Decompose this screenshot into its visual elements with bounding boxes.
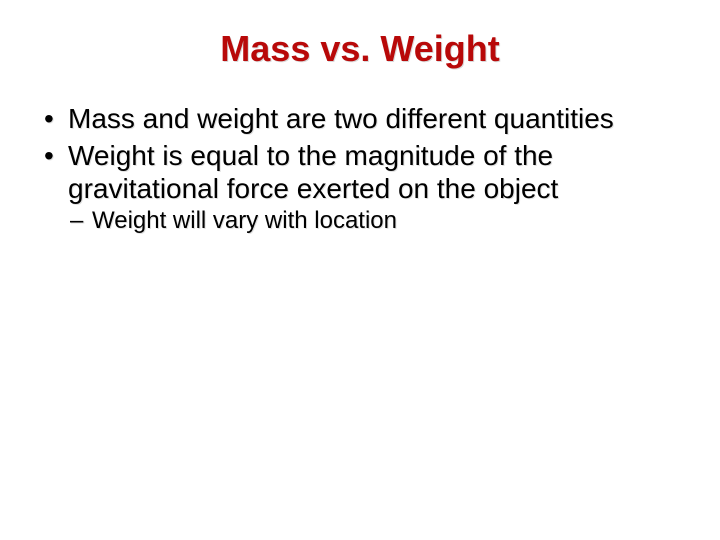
bullet-text: Mass and weight are two different quanti…	[68, 103, 614, 134]
sub-bullet-text: Weight will vary with location	[92, 207, 397, 234]
bullet-list: Mass and weight are two different quanti…	[40, 102, 680, 235]
list-item: Weight is equal to the magnitude of the …	[40, 139, 680, 235]
list-item: Weight will vary with location	[68, 207, 680, 235]
list-item: Mass and weight are two different quanti…	[40, 102, 680, 135]
slide-title: Mass vs. Weight	[40, 28, 680, 70]
slide: Mass vs. Weight Mass and weight are two …	[0, 0, 720, 540]
sub-bullet-list: Weight will vary with location	[68, 207, 680, 235]
bullet-text: Weight is equal to the magnitude of the …	[68, 140, 558, 204]
